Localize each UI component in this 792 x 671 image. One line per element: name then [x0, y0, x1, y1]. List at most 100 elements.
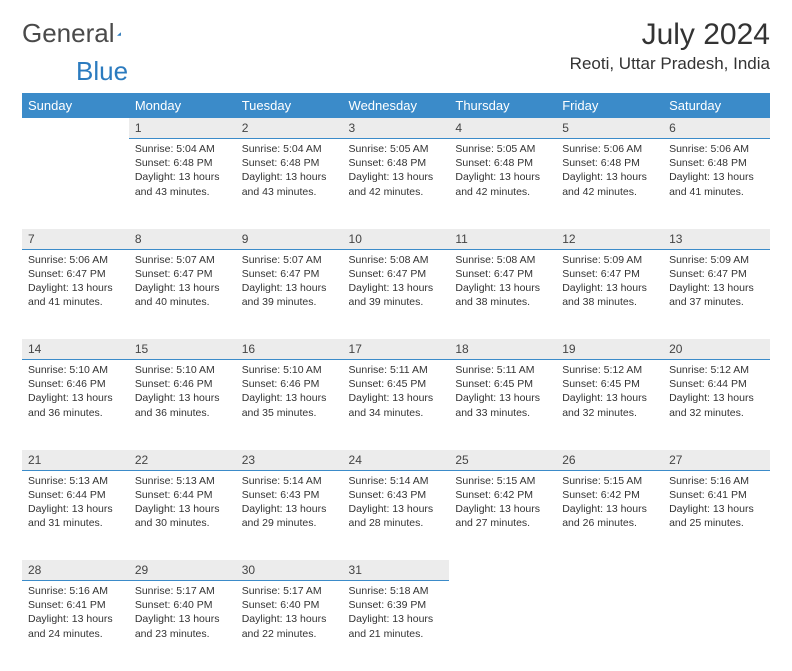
sunset-line: Sunset: 6:47 PM	[562, 267, 657, 281]
sunrise-line: Sunrise: 5:06 AM	[669, 142, 764, 156]
day-content-cell: Sunrise: 5:11 AMSunset: 6:45 PMDaylight:…	[449, 360, 556, 450]
sunrise-line: Sunrise: 5:12 AM	[562, 363, 657, 377]
daylight-line: Daylight: 13 hours and 35 minutes.	[242, 391, 337, 419]
day-number-cell: 23	[236, 450, 343, 471]
daylight-line: Daylight: 13 hours and 42 minutes.	[562, 170, 657, 198]
day-content-cell: Sunrise: 5:04 AMSunset: 6:48 PMDaylight:…	[129, 139, 236, 229]
day-content-row: Sunrise: 5:13 AMSunset: 6:44 PMDaylight:…	[22, 470, 770, 560]
day-number-cell	[449, 560, 556, 581]
day-number-cell: 7	[22, 229, 129, 250]
daylight-line: Daylight: 13 hours and 43 minutes.	[242, 170, 337, 198]
day-number-cell: 8	[129, 229, 236, 250]
day-content-cell: Sunrise: 5:14 AMSunset: 6:43 PMDaylight:…	[343, 470, 450, 560]
day-number-cell	[22, 118, 129, 139]
sunrise-line: Sunrise: 5:17 AM	[242, 584, 337, 598]
sunrise-line: Sunrise: 5:14 AM	[349, 474, 444, 488]
sunrise-line: Sunrise: 5:10 AM	[242, 363, 337, 377]
day-number-cell: 6	[663, 118, 770, 139]
sunset-line: Sunset: 6:45 PM	[349, 377, 444, 391]
day-content-cell: Sunrise: 5:05 AMSunset: 6:48 PMDaylight:…	[449, 139, 556, 229]
daylight-line: Daylight: 13 hours and 25 minutes.	[669, 502, 764, 530]
day-number-cell: 10	[343, 229, 450, 250]
daylight-line: Daylight: 13 hours and 38 minutes.	[562, 281, 657, 309]
sunrise-line: Sunrise: 5:09 AM	[669, 253, 764, 267]
sunrise-line: Sunrise: 5:16 AM	[669, 474, 764, 488]
day-content-cell: Sunrise: 5:17 AMSunset: 6:40 PMDaylight:…	[129, 581, 236, 671]
weekday-header: Friday	[556, 93, 663, 118]
sunrise-line: Sunrise: 5:04 AM	[135, 142, 230, 156]
day-number-cell: 1	[129, 118, 236, 139]
day-number-cell: 14	[22, 339, 129, 360]
sunrise-line: Sunrise: 5:18 AM	[349, 584, 444, 598]
daylight-line: Daylight: 13 hours and 30 minutes.	[135, 502, 230, 530]
sunset-line: Sunset: 6:44 PM	[135, 488, 230, 502]
daylight-line: Daylight: 13 hours and 38 minutes.	[455, 281, 550, 309]
day-number-cell: 27	[663, 450, 770, 471]
sunrise-line: Sunrise: 5:13 AM	[135, 474, 230, 488]
day-content-row: Sunrise: 5:04 AMSunset: 6:48 PMDaylight:…	[22, 139, 770, 229]
day-number-cell: 26	[556, 450, 663, 471]
sunset-line: Sunset: 6:45 PM	[455, 377, 550, 391]
sunrise-line: Sunrise: 5:07 AM	[242, 253, 337, 267]
daylight-line: Daylight: 13 hours and 39 minutes.	[242, 281, 337, 309]
daylight-line: Daylight: 13 hours and 27 minutes.	[455, 502, 550, 530]
daylight-line: Daylight: 13 hours and 36 minutes.	[135, 391, 230, 419]
logo: General	[22, 18, 145, 49]
daylight-line: Daylight: 13 hours and 32 minutes.	[669, 391, 764, 419]
sunset-line: Sunset: 6:48 PM	[562, 156, 657, 170]
daylight-line: Daylight: 13 hours and 40 minutes.	[135, 281, 230, 309]
sunset-line: Sunset: 6:43 PM	[242, 488, 337, 502]
day-number-cell: 31	[343, 560, 450, 581]
sunrise-line: Sunrise: 5:09 AM	[562, 253, 657, 267]
day-number-cell: 20	[663, 339, 770, 360]
daylight-line: Daylight: 13 hours and 24 minutes.	[28, 612, 123, 640]
daylight-line: Daylight: 13 hours and 42 minutes.	[349, 170, 444, 198]
day-content-cell: Sunrise: 5:12 AMSunset: 6:45 PMDaylight:…	[556, 360, 663, 450]
day-number-cell: 13	[663, 229, 770, 250]
sunset-line: Sunset: 6:47 PM	[242, 267, 337, 281]
day-content-cell: Sunrise: 5:10 AMSunset: 6:46 PMDaylight:…	[22, 360, 129, 450]
sunrise-line: Sunrise: 5:11 AM	[349, 363, 444, 377]
day-content-cell	[22, 139, 129, 229]
day-content-row: Sunrise: 5:10 AMSunset: 6:46 PMDaylight:…	[22, 360, 770, 450]
daylight-line: Daylight: 13 hours and 39 minutes.	[349, 281, 444, 309]
day-number-cell	[663, 560, 770, 581]
day-content-cell: Sunrise: 5:09 AMSunset: 6:47 PMDaylight:…	[556, 249, 663, 339]
day-content-cell: Sunrise: 5:06 AMSunset: 6:48 PMDaylight:…	[556, 139, 663, 229]
sunrise-line: Sunrise: 5:10 AM	[28, 363, 123, 377]
daylight-line: Daylight: 13 hours and 21 minutes.	[349, 612, 444, 640]
day-number-cell	[556, 560, 663, 581]
weekday-header: Sunday	[22, 93, 129, 118]
sunset-line: Sunset: 6:47 PM	[135, 267, 230, 281]
daylight-line: Daylight: 13 hours and 41 minutes.	[28, 281, 123, 309]
sunrise-line: Sunrise: 5:05 AM	[455, 142, 550, 156]
sunrise-line: Sunrise: 5:10 AM	[135, 363, 230, 377]
day-number-cell: 28	[22, 560, 129, 581]
month-title: July 2024	[570, 18, 770, 52]
day-number-cell: 11	[449, 229, 556, 250]
day-number-cell: 19	[556, 339, 663, 360]
day-number-cell: 15	[129, 339, 236, 360]
day-number-row: 21222324252627	[22, 450, 770, 471]
sunset-line: Sunset: 6:48 PM	[242, 156, 337, 170]
sunset-line: Sunset: 6:47 PM	[349, 267, 444, 281]
day-content-cell: Sunrise: 5:13 AMSunset: 6:44 PMDaylight:…	[129, 470, 236, 560]
weekday-header: Monday	[129, 93, 236, 118]
sunset-line: Sunset: 6:48 PM	[135, 156, 230, 170]
daylight-line: Daylight: 13 hours and 28 minutes.	[349, 502, 444, 530]
weekday-header: Saturday	[663, 93, 770, 118]
sunrise-line: Sunrise: 5:04 AM	[242, 142, 337, 156]
day-number-cell: 16	[236, 339, 343, 360]
day-content-row: Sunrise: 5:06 AMSunset: 6:47 PMDaylight:…	[22, 249, 770, 339]
sunrise-line: Sunrise: 5:08 AM	[455, 253, 550, 267]
daylight-line: Daylight: 13 hours and 42 minutes.	[455, 170, 550, 198]
sunset-line: Sunset: 6:48 PM	[455, 156, 550, 170]
sunset-line: Sunset: 6:43 PM	[349, 488, 444, 502]
sunrise-line: Sunrise: 5:11 AM	[455, 363, 550, 377]
sunset-line: Sunset: 6:44 PM	[669, 377, 764, 391]
day-number-row: 78910111213	[22, 229, 770, 250]
day-number-cell: 18	[449, 339, 556, 360]
sunset-line: Sunset: 6:48 PM	[349, 156, 444, 170]
day-content-cell	[449, 581, 556, 671]
sunrise-line: Sunrise: 5:16 AM	[28, 584, 123, 598]
